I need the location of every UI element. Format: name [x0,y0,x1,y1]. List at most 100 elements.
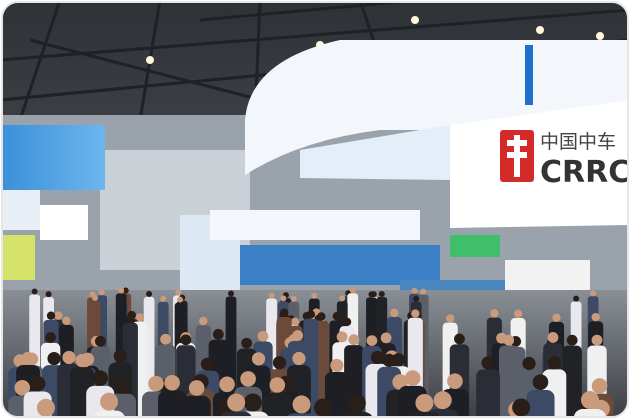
person-head [580,391,599,410]
person-head [160,295,167,302]
person-head [513,309,523,318]
person-head [503,334,515,346]
person-body [408,411,441,417]
person-head [164,374,180,391]
person-body [158,390,187,417]
green-screen [450,235,500,257]
person-head [547,332,559,343]
person-head [481,356,495,370]
person-head [21,351,35,366]
person-head [382,353,396,367]
person-head [188,380,205,396]
blue-sign [2,125,105,190]
person-head [415,393,434,412]
person-head [45,291,52,298]
person-body [182,395,211,417]
person-body [92,410,126,417]
person-head [31,288,38,295]
person-head [180,334,192,346]
yellow-panel [2,235,35,280]
person-head [146,290,153,297]
person-head [522,356,536,371]
person-head [47,351,61,366]
person-head [311,292,318,299]
person-head [445,314,455,323]
person-head [336,331,348,343]
person-head [390,308,399,318]
person-head [135,313,145,322]
person-head [98,289,105,296]
person-head [332,312,342,321]
person-head [404,370,421,386]
person-head [199,316,208,326]
person-head [392,374,408,390]
overhead-sign [245,40,628,175]
person-head [413,295,420,302]
person-head [100,392,119,411]
person-head [114,378,130,394]
person-head [547,356,562,370]
booth-header [210,210,420,240]
person-head [212,328,224,340]
person-head [292,351,306,366]
person-head [306,310,316,319]
person-head [269,377,286,393]
person-head [272,356,287,370]
person-head [420,288,427,295]
person-head [314,398,333,417]
person-head [591,312,600,322]
person-head [46,311,56,320]
person-head [290,295,297,302]
person-head [251,352,266,366]
person-head [366,335,378,347]
person-head [122,287,129,294]
person-head [347,393,366,412]
person-head [92,294,99,301]
person-head [228,290,235,297]
person-head [411,287,418,294]
person-body [573,409,607,417]
person-head [370,350,384,365]
person-head [95,335,106,347]
person-body [263,392,292,417]
machines [240,245,440,285]
person-head [279,308,289,317]
person-body [219,411,253,417]
person-head [45,332,56,343]
person-head [241,337,253,349]
blue-stripe [525,45,533,105]
overhead-sign-under [300,125,450,180]
person-head [200,357,215,371]
person-head [512,398,531,417]
person-head [257,330,269,342]
person-head [243,393,262,412]
person-head [75,353,89,368]
person-head [148,375,164,392]
person-head [552,313,561,322]
person-head [573,295,580,302]
person-head [290,317,300,326]
small-sign [40,205,88,240]
person-head [219,376,235,393]
person-head [280,295,287,302]
person-head [591,334,603,346]
person-head [330,358,344,373]
person-head [378,291,385,298]
small-sign [2,190,40,230]
person-head [227,393,246,412]
person-head [339,295,346,302]
person-head [54,311,63,320]
person-head [175,289,182,296]
person-head [177,296,184,303]
person-head [342,317,352,327]
person-head [36,398,55,417]
crrc-logo [500,130,534,182]
person-head [566,334,578,346]
person-head [317,312,326,321]
person-head [411,309,420,318]
person-head [348,334,360,346]
person-head [447,373,463,389]
person-head [532,374,549,390]
